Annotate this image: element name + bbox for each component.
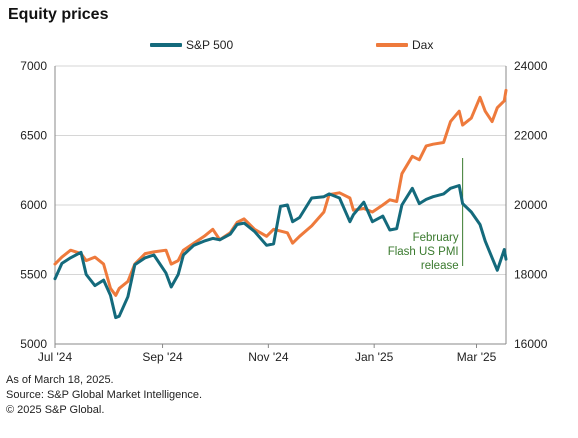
y-right-tick-label-1: 18000 bbox=[514, 268, 548, 282]
y-right-tick-label-3: 22000 bbox=[514, 129, 548, 143]
x-tick-label-1: Sep '24 bbox=[142, 350, 183, 364]
series-line-sp500 bbox=[53, 184, 508, 320]
chart-title: Equity prices bbox=[8, 6, 109, 23]
y-left-tick-label-4: 7000 bbox=[20, 59, 47, 73]
footnotes: As of March 18, 2025. Source: S&P Global… bbox=[6, 373, 202, 418]
y-right-tick-label-0: 16000 bbox=[514, 337, 548, 351]
legend-label-sp500: S&P 500 bbox=[186, 38, 234, 52]
y-right-tick-label-2: 20000 bbox=[514, 198, 548, 212]
y-left-tick-label-0: 5000 bbox=[20, 337, 47, 351]
y-right-tick-label-4: 24000 bbox=[514, 59, 548, 73]
footnote-as-of: As of March 18, 2025. bbox=[6, 374, 114, 386]
legend-item-dax: Dax bbox=[376, 38, 433, 52]
x-tick-label-2: Nov '24 bbox=[248, 350, 289, 364]
legend-label-dax: Dax bbox=[412, 38, 434, 52]
legend-swatch-sp500 bbox=[150, 43, 182, 47]
y-left-tick-label-2: 6000 bbox=[20, 198, 47, 212]
x-tick-label-3: Jan '25 bbox=[355, 350, 394, 364]
x-tick-label-0: Jul '24 bbox=[38, 350, 73, 364]
footnote-source: Source: S&P Global Market Intelligence. bbox=[6, 389, 203, 401]
x-tick-label-4: Mar '25 bbox=[457, 350, 497, 364]
annotation-text-line-1: Flash US PMI bbox=[388, 246, 459, 258]
annotation-text-line-0: February bbox=[413, 232, 459, 244]
series-line-dax bbox=[53, 88, 508, 297]
annotation-text-line-2: release bbox=[421, 260, 459, 272]
y-left-tick-label-1: 5500 bbox=[20, 268, 47, 282]
legend-swatch-dax bbox=[376, 43, 408, 47]
footnote-copyright: © 2025 S&P Global. bbox=[6, 404, 105, 416]
legend-item-sp500: S&P 500 bbox=[150, 38, 233, 52]
y-left-tick-label-3: 6500 bbox=[20, 129, 47, 143]
chart-legend: S&P 500 Dax bbox=[0, 38, 578, 54]
